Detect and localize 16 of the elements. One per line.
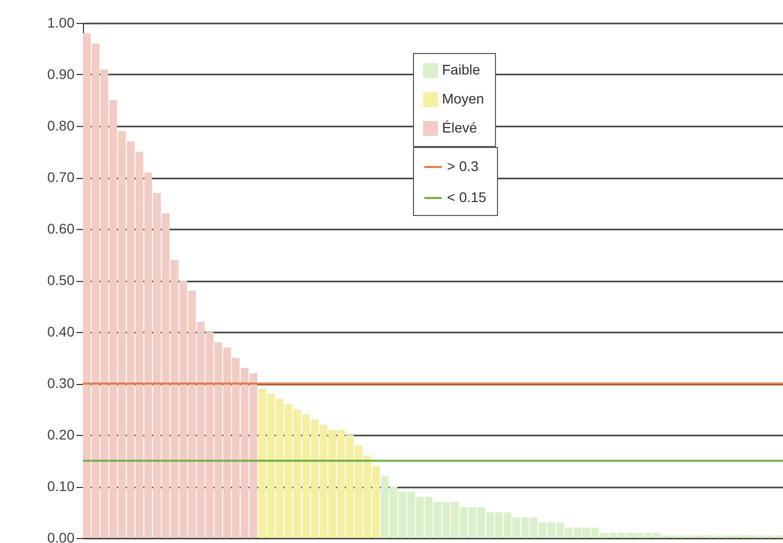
y-tick-label: 0.40 [47, 324, 75, 340]
legend-label: < 0.15 [447, 189, 487, 205]
legend-label: > 0.3 [447, 158, 479, 174]
y-tick-label: 0.00 [47, 530, 75, 543]
legend-label: Faible [442, 62, 480, 78]
y-tick-label: 0.50 [47, 272, 75, 288]
y-tick-label: 0.20 [47, 426, 75, 442]
y-tick-label: 0.80 [47, 118, 75, 134]
y-tick-label: 0.90 [47, 66, 75, 82]
legend-label: Élevé [442, 120, 478, 136]
y-tick-label: 0.10 [47, 478, 75, 494]
y-tick-label: 1.00 [47, 14, 75, 30]
y-tick-label: 0.70 [47, 169, 75, 185]
y-tick-label: 0.30 [47, 375, 75, 391]
y-tick-label: 0.60 [47, 220, 75, 236]
legend-label: Moyen [442, 90, 484, 106]
